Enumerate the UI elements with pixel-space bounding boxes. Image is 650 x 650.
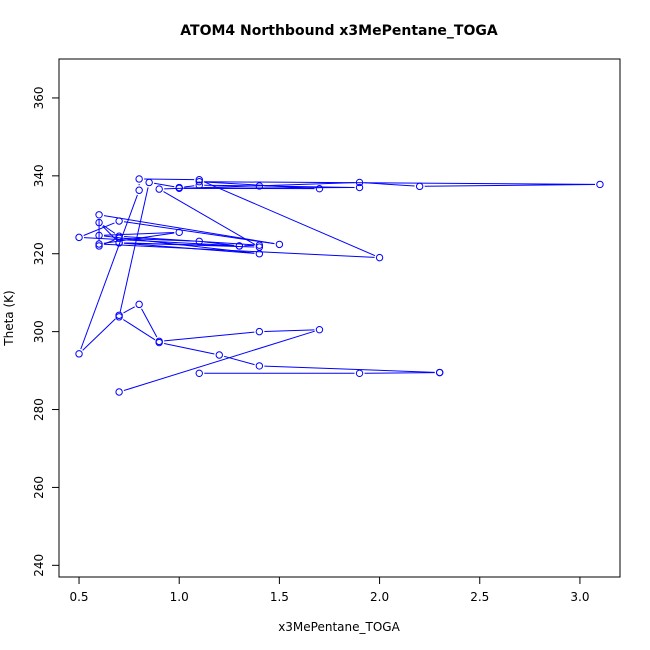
data-point [235, 242, 244, 250]
series-segment [102, 224, 116, 234]
data-point [195, 181, 203, 189]
data-point [355, 369, 364, 378]
plot-frame [58, 58, 621, 578]
series-segment [223, 355, 255, 366]
series-segment [119, 187, 149, 313]
x-tick-label: 3.0 [570, 590, 589, 604]
data-point [435, 368, 444, 377]
data-point [135, 300, 143, 309]
y-tick-label: 240 [32, 554, 46, 577]
x-tick-label: 0.5 [69, 590, 88, 604]
data-point [255, 182, 264, 190]
series-segment [141, 308, 158, 338]
series-segment [203, 181, 376, 257]
data-point [95, 240, 103, 248]
data-point [415, 182, 424, 191]
data-point [175, 228, 183, 237]
data-point [175, 183, 183, 192]
data-point [195, 237, 203, 245]
data-point [195, 177, 203, 186]
series-segment [123, 306, 135, 314]
series-segment [264, 365, 435, 373]
data-point [315, 325, 324, 334]
data-point [135, 175, 143, 183]
data-point [75, 350, 83, 358]
series-segment [164, 331, 255, 342]
series-segment [424, 183, 595, 187]
series-segment [144, 178, 195, 181]
series-segment [364, 372, 435, 374]
series-segment [103, 239, 115, 245]
series-segment [184, 187, 355, 189]
data-point [95, 218, 103, 227]
series-segment [124, 242, 255, 248]
series-segment [124, 242, 255, 254]
y-axis: 240 260 280 300 320 340 360 [32, 86, 60, 577]
y-tick-label: 340 [32, 164, 46, 187]
series-layer [75, 175, 604, 396]
data-point [355, 178, 364, 187]
data-point [255, 362, 264, 370]
y-tick-label: 260 [32, 476, 46, 499]
data-point [255, 243, 264, 251]
x-tick-label: 2.5 [470, 590, 489, 604]
y-tick-label: 360 [32, 86, 46, 109]
series-segment [82, 318, 116, 351]
x-tick-label: 1.0 [170, 590, 189, 604]
series-segment [80, 194, 138, 350]
data-point [255, 327, 264, 336]
data-point [195, 369, 203, 378]
data-point [375, 253, 384, 262]
data-point [95, 231, 103, 240]
series-segment [204, 184, 255, 187]
y-tick-label: 320 [32, 242, 46, 265]
data-point [115, 239, 123, 247]
series-segment [204, 181, 595, 185]
y-tick-label: 280 [32, 398, 46, 421]
series-segment [163, 191, 256, 246]
series-segment [102, 225, 116, 240]
series-segment [124, 236, 255, 246]
series-segment [154, 182, 175, 188]
data-point [115, 234, 123, 242]
data-point [75, 233, 83, 242]
chart-title: ATOM4 Northbound x3MePentane_TOGA [180, 23, 498, 39]
data-point [115, 388, 123, 396]
data-point [195, 176, 203, 184]
x-axis: 0.5 1.0 1.5 2.0 2.5 3.0 [69, 576, 589, 604]
data-point [145, 178, 153, 187]
data-point [95, 242, 103, 250]
series-segment [123, 330, 315, 391]
y-tick-label: 300 [32, 320, 46, 343]
series-segment [84, 237, 235, 247]
data-point [115, 217, 123, 225]
x-tick-label: 1.5 [270, 590, 289, 604]
series-segment [123, 221, 275, 245]
series-segment [184, 185, 195, 188]
x-tick-label: 2.0 [370, 590, 389, 604]
series-segment [163, 343, 215, 355]
data-point [596, 180, 604, 189]
y-axis-label: Theta (K) [2, 290, 16, 346]
series-segment [123, 319, 156, 341]
data-point [355, 183, 364, 192]
x-axis-label: x3MePentane_TOGA [278, 620, 400, 634]
series-segment [264, 185, 355, 188]
data-point [155, 338, 163, 347]
data-point [95, 211, 103, 219]
series-segment [264, 329, 315, 332]
data-point [275, 240, 284, 249]
data-point [215, 351, 223, 359]
data-point [115, 313, 123, 321]
data-point [315, 184, 324, 193]
data-point [155, 185, 163, 193]
series-segment [104, 243, 375, 258]
data-point [135, 186, 143, 194]
data-point [255, 241, 264, 249]
